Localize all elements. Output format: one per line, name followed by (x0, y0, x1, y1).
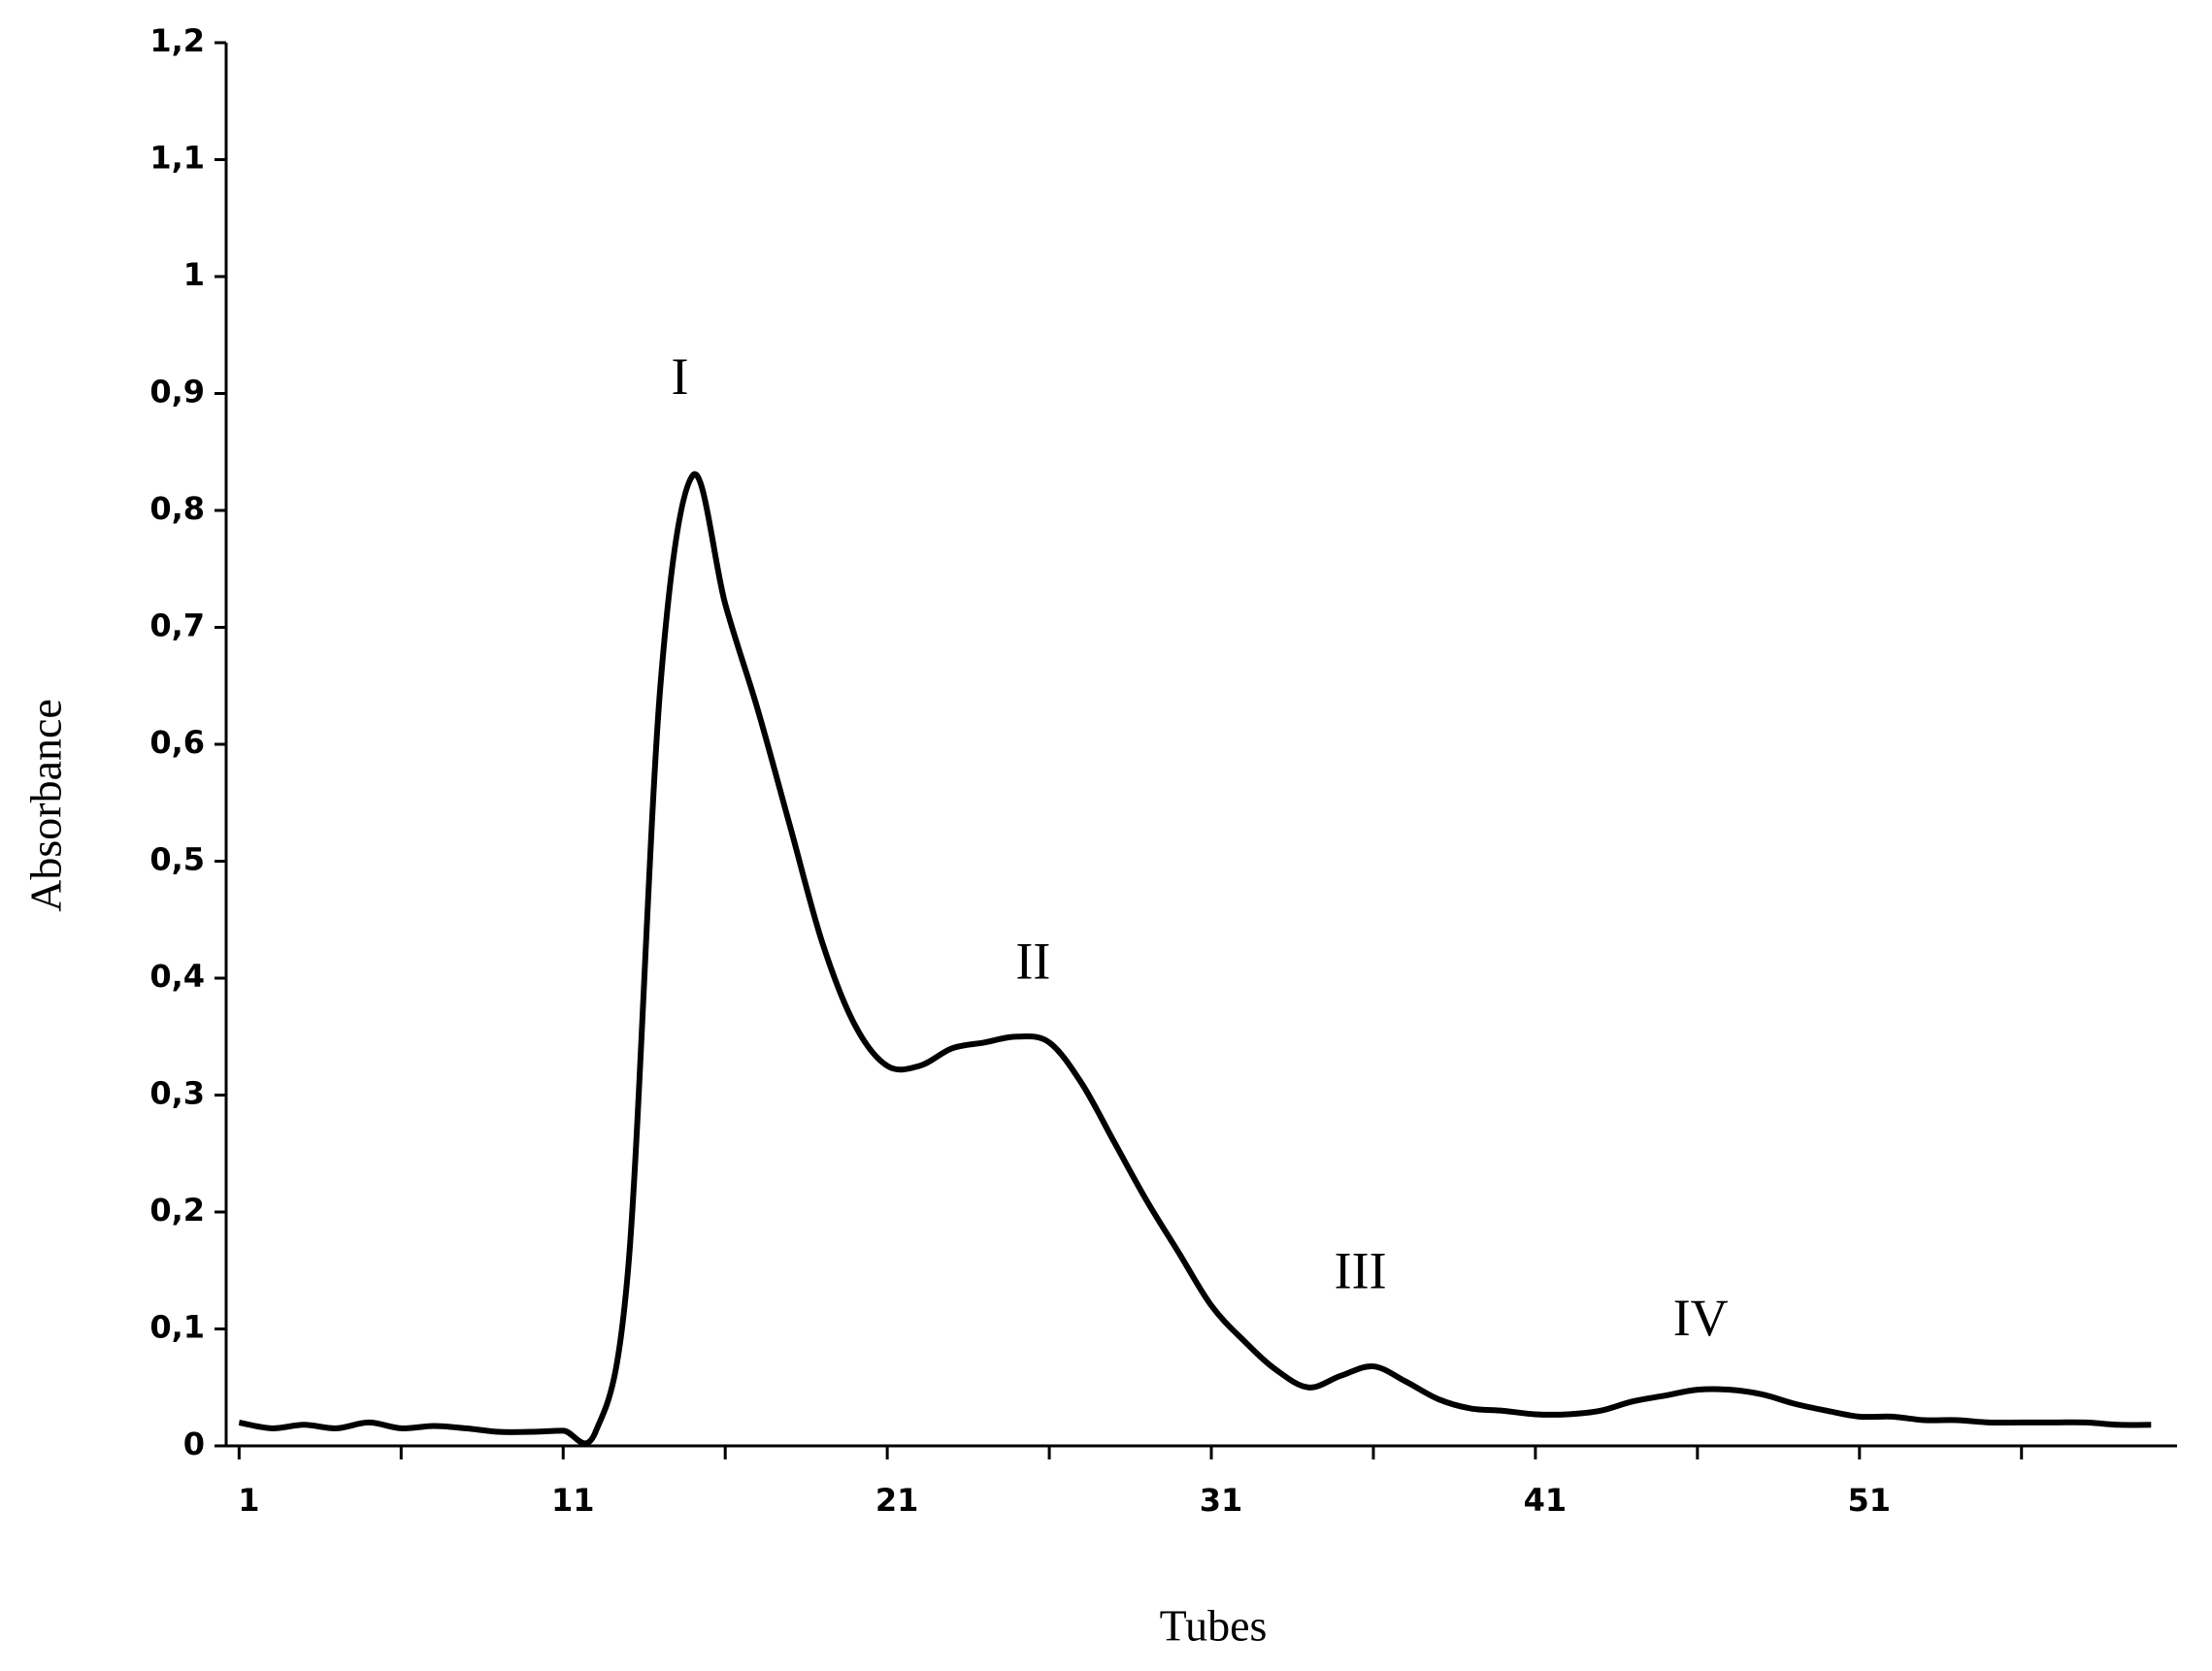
x-tick-label: 41 (1524, 1482, 1568, 1519)
y-axis-title: Absorbance (21, 699, 71, 912)
y-tick-label: 0,2 (149, 1192, 205, 1229)
x-tick-label: 31 (1200, 1482, 1243, 1519)
x-tick-label: 51 (1848, 1482, 1892, 1519)
x-tick-label: 11 (551, 1482, 595, 1519)
peak-label: III (1335, 1242, 1387, 1300)
x-tick-label: 1 (238, 1482, 259, 1519)
peak-label: IV (1673, 1289, 1729, 1347)
y-tick-label: 0 (183, 1425, 205, 1462)
y-tick-label: 0,3 (149, 1075, 205, 1112)
y-tick-label: 1,2 (149, 22, 205, 59)
y-tick-label: 0,5 (149, 841, 205, 878)
y-tick-label: 0,6 (149, 724, 205, 761)
y-tick-label: 0,8 (149, 490, 205, 527)
data-line (238, 471, 2152, 1447)
y-tick-label: 0,1 (149, 1309, 205, 1346)
y-tick-label: 1,1 (149, 140, 205, 177)
y-tick-label: 0,9 (149, 374, 205, 410)
x-tick-label: 21 (875, 1482, 919, 1519)
x-axis-title: Tubes (1160, 1601, 1268, 1651)
y-tick-label: 0,4 (149, 958, 205, 995)
peak-label: II (1015, 932, 1050, 990)
y-tick-label: 0,7 (149, 607, 205, 644)
peak-label: I (671, 347, 688, 406)
y-tick-label: 1 (183, 256, 205, 293)
